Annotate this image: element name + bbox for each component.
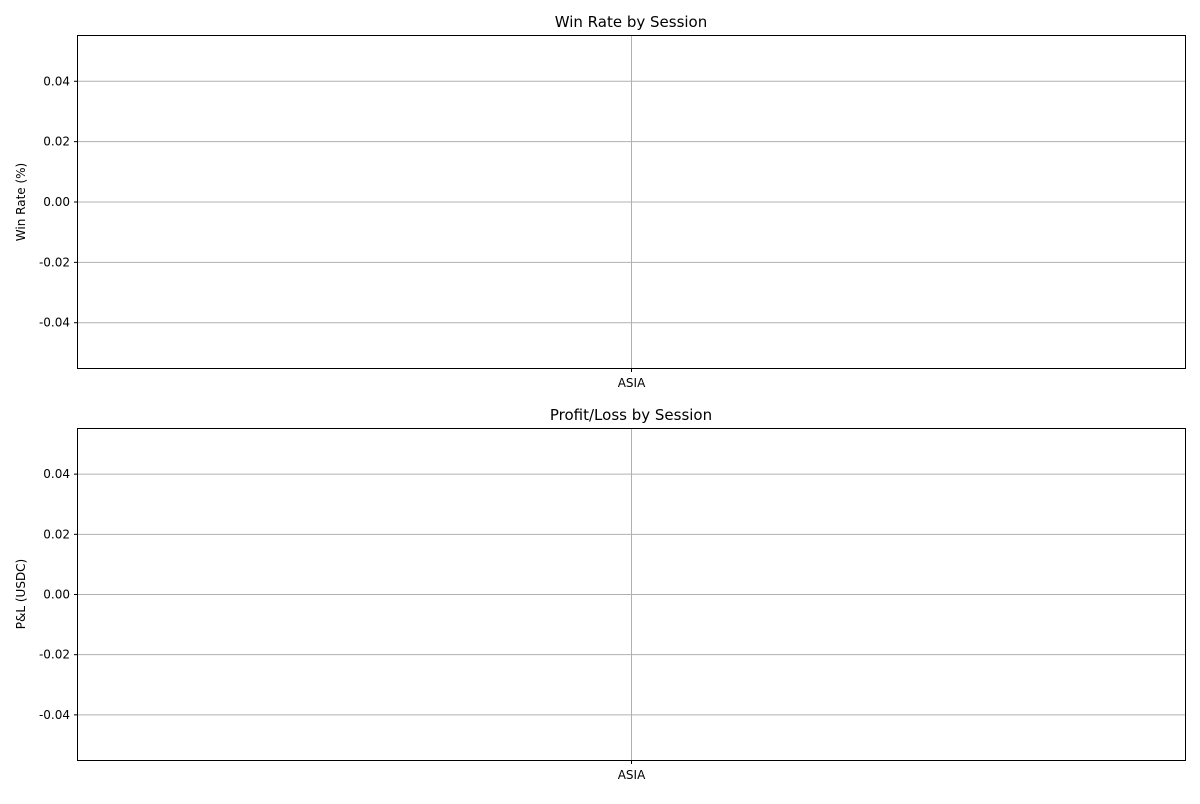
y-tick-label: -0.02 bbox=[39, 648, 70, 662]
y-tick-label: -0.04 bbox=[39, 708, 70, 722]
chart-title: Profit/Loss by Session bbox=[550, 406, 712, 424]
y-tick-label: -0.02 bbox=[39, 255, 70, 269]
chart-title: Win Rate by Session bbox=[555, 13, 708, 31]
y-tick-label: 0.00 bbox=[43, 588, 70, 602]
y-tick-label: 0.02 bbox=[43, 527, 70, 541]
y-axis-label: P&L (USDC) bbox=[14, 559, 28, 629]
y-ticks: 0.04 0.02 0.00 -0.02 -0.04 bbox=[39, 467, 78, 722]
y-tick-label: 0.04 bbox=[43, 74, 70, 88]
grid-lines bbox=[78, 36, 1185, 368]
y-tick-label: 0.04 bbox=[43, 467, 70, 481]
win-rate-chart: Win Rate by Session Win Rate (%) 0.040.0… bbox=[14, 13, 1186, 390]
y-tick-label: 0.00 bbox=[43, 195, 70, 209]
y-tick-label: -0.04 bbox=[39, 316, 70, 330]
x-ticks: ASIA bbox=[618, 760, 646, 782]
pnl-chart: Profit/Loss by Session P&L (USDC) 0.040.… bbox=[14, 406, 1186, 782]
grid-lines bbox=[78, 429, 1185, 760]
x-tick-label: ASIA bbox=[618, 768, 646, 782]
y-axis-label: Win Rate (%) bbox=[14, 163, 28, 241]
x-tick-label: ASIA bbox=[618, 376, 646, 390]
y-tick-label: 0.02 bbox=[43, 135, 70, 149]
x-ticks: ASIA bbox=[618, 368, 646, 390]
y-ticks: 0.04 0.02 0.00 -0.02 -0.04 bbox=[39, 74, 78, 330]
